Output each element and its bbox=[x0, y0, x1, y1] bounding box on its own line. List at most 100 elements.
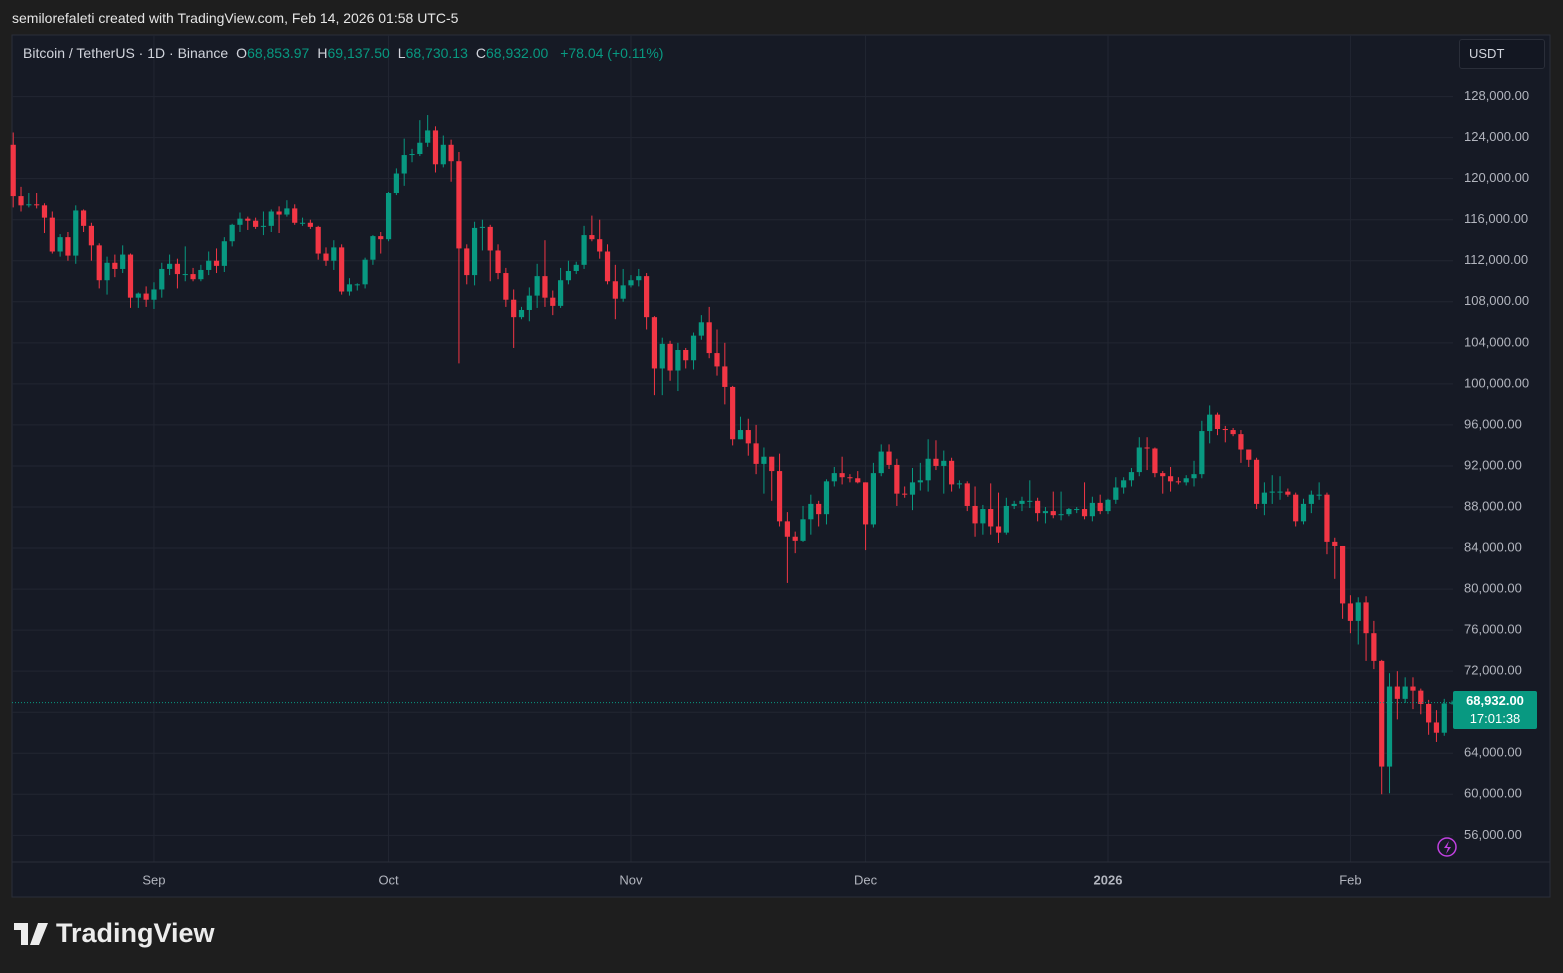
candle-body bbox=[956, 483, 963, 485]
candle-body bbox=[1379, 660, 1385, 767]
candle-body bbox=[831, 473, 837, 482]
candle-body bbox=[925, 458, 931, 481]
candle-body bbox=[1042, 511, 1049, 514]
candle-body bbox=[18, 196, 24, 206]
candle-body bbox=[80, 210, 87, 226]
candle-body bbox=[245, 218, 251, 221]
countdown: 17:01:38 bbox=[1469, 710, 1521, 726]
candle-body bbox=[331, 247, 337, 261]
candle-body bbox=[346, 284, 353, 292]
candle-body bbox=[769, 456, 775, 472]
candle-body bbox=[495, 250, 501, 274]
candle-body bbox=[190, 274, 196, 280]
y-tick-label: 76,000.00 bbox=[1464, 622, 1522, 637]
candle-body bbox=[737, 430, 744, 440]
candle-body bbox=[534, 276, 540, 296]
candle-body bbox=[65, 237, 71, 256]
candle-body bbox=[706, 322, 712, 354]
candle-body bbox=[659, 343, 665, 369]
attribution: semilorefaleti created with TradingView.… bbox=[12, 10, 459, 26]
candle-body bbox=[1402, 686, 1408, 699]
candle-body bbox=[823, 481, 830, 515]
candle-body bbox=[479, 226, 485, 228]
candle-body bbox=[862, 482, 869, 525]
candle-body bbox=[448, 144, 454, 162]
candle-body bbox=[1027, 500, 1033, 502]
candle-body bbox=[1371, 633, 1377, 661]
candle-body bbox=[964, 483, 970, 506]
candle-body bbox=[1261, 492, 1267, 504]
candle-body bbox=[1191, 474, 1197, 479]
y-tick-label: 88,000.00 bbox=[1464, 498, 1522, 513]
candle-body bbox=[972, 505, 978, 524]
candle-body bbox=[792, 536, 798, 541]
symbol-title: Bitcoin / TetherUS · 1D · Binance bbox=[23, 45, 229, 61]
ohlc-key: H bbox=[317, 45, 328, 61]
candle-body bbox=[151, 289, 157, 300]
candle-body bbox=[385, 193, 392, 240]
candle-body bbox=[909, 482, 916, 495]
candle-body bbox=[550, 297, 556, 306]
candle-body bbox=[949, 460, 955, 485]
candle-body bbox=[753, 443, 759, 464]
candle-body bbox=[1426, 703, 1432, 723]
candle-body bbox=[237, 218, 243, 225]
candle-body bbox=[573, 264, 579, 271]
candle-body bbox=[96, 245, 102, 281]
candle-body bbox=[870, 473, 876, 525]
candle-body bbox=[839, 473, 845, 478]
candle-body bbox=[370, 236, 376, 260]
candle-body bbox=[690, 335, 697, 361]
candle-body bbox=[1363, 602, 1369, 634]
candle-body bbox=[589, 235, 595, 240]
candle-body bbox=[518, 309, 525, 318]
candle-body bbox=[855, 478, 861, 483]
candle-body bbox=[260, 225, 267, 227]
y-tick-label: 72,000.00 bbox=[1464, 663, 1522, 678]
candle-body bbox=[620, 285, 626, 299]
logo[interactable]: TradingView bbox=[14, 918, 215, 949]
last-price-tag: 68,932.00 17:01:38 bbox=[1453, 690, 1537, 729]
y-tick-label: 56,000.00 bbox=[1464, 827, 1522, 842]
candle-body bbox=[159, 268, 165, 290]
candle-body bbox=[487, 226, 493, 251]
candle-body bbox=[526, 295, 532, 310]
candle-body bbox=[425, 130, 431, 143]
y-tick-label: 112,000.00 bbox=[1464, 252, 1528, 267]
candle-body bbox=[542, 276, 548, 298]
candle-body bbox=[1253, 459, 1260, 504]
currency-button[interactable]: USDT bbox=[1459, 39, 1545, 69]
candle-body bbox=[104, 262, 110, 281]
alert-icon[interactable] bbox=[1437, 837, 1457, 857]
y-tick-label: 80,000.00 bbox=[1464, 581, 1522, 596]
candle-body bbox=[1019, 500, 1025, 504]
candle-body bbox=[698, 322, 704, 336]
logo-text: TradingView bbox=[56, 918, 215, 948]
candle-body bbox=[362, 259, 368, 285]
candle-body bbox=[730, 386, 736, 440]
candle-body bbox=[886, 451, 892, 465]
candle-body bbox=[1316, 494, 1322, 496]
candle-body bbox=[1074, 509, 1080, 511]
candle-body bbox=[581, 235, 587, 265]
candle-body bbox=[1308, 494, 1314, 504]
candle-body bbox=[1300, 503, 1307, 522]
y-tick-label: 116,000.00 bbox=[1464, 211, 1528, 226]
candle-body bbox=[1160, 473, 1166, 477]
candle-body bbox=[800, 519, 806, 541]
ohlc-value: 68,730.13 bbox=[405, 45, 468, 61]
candle-body bbox=[988, 509, 994, 527]
ohlc-key: L bbox=[397, 45, 406, 61]
candle-body bbox=[409, 154, 415, 156]
x-tick-label: Nov bbox=[619, 872, 643, 887]
candle-body bbox=[1136, 447, 1142, 473]
candle-body bbox=[1207, 414, 1213, 432]
x-tick-label: 2026 bbox=[1094, 872, 1123, 887]
candle-body bbox=[847, 477, 853, 479]
candle-body bbox=[1355, 602, 1361, 621]
candle-body bbox=[1144, 447, 1150, 449]
candle-body bbox=[1332, 541, 1338, 546]
candle-body bbox=[393, 173, 399, 194]
candle-body bbox=[558, 280, 564, 306]
candle-body bbox=[315, 226, 321, 254]
